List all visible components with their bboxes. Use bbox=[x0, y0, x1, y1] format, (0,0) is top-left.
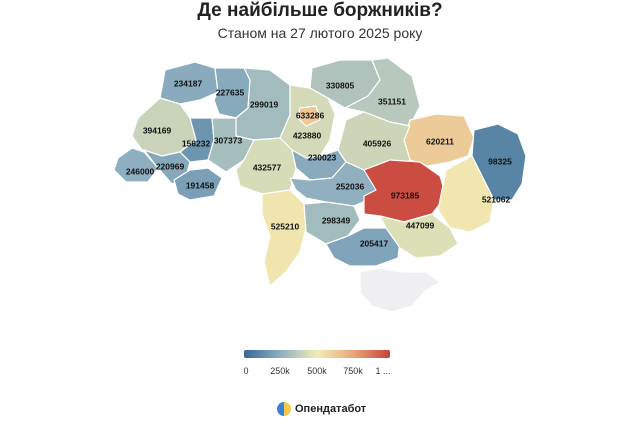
region-value-label: 156232 bbox=[182, 138, 211, 148]
region-kyiv-city[interactable] bbox=[297, 105, 321, 127]
region-value-label: 299019 bbox=[250, 99, 279, 109]
region-value-label: 633286 bbox=[296, 110, 325, 120]
brand-name: Опендатабот bbox=[295, 403, 367, 415]
legend-tick: 500k bbox=[307, 366, 327, 376]
region-odesa[interactable] bbox=[261, 189, 307, 287]
color-legend: 0 250k 500k 750k 1 ... bbox=[240, 350, 400, 380]
region-value-label: 191458 bbox=[186, 180, 215, 190]
region-value-label: 405926 bbox=[363, 138, 392, 148]
region-zakarpattia[interactable] bbox=[113, 147, 159, 183]
legend-tick: 1 ... bbox=[375, 366, 391, 376]
region-value-label: 205417 bbox=[360, 238, 389, 248]
region-value-label: 227635 bbox=[216, 87, 245, 97]
region-poltava[interactable] bbox=[337, 111, 411, 171]
region-value-label: 252036 bbox=[336, 181, 365, 191]
brand-footer: Опендатабот bbox=[277, 401, 366, 417]
region-value-label: 307373 bbox=[214, 135, 243, 145]
region-value-label: 230023 bbox=[308, 152, 337, 162]
chart-subtitle: Станом на 27 лютого 2025 року bbox=[217, 25, 423, 41]
region-value-label: 98325 bbox=[488, 156, 512, 166]
region-ivano-frankivsk[interactable] bbox=[143, 149, 191, 185]
region-value-label: 521062 bbox=[482, 194, 511, 204]
region-value-label: 973185 bbox=[391, 190, 420, 200]
region-value-label: 432577 bbox=[253, 162, 282, 172]
region-value-label: 351151 bbox=[378, 96, 406, 106]
legend-tick: 250k bbox=[270, 366, 290, 376]
region-crimea[interactable] bbox=[359, 267, 441, 313]
region-chernivtsi[interactable] bbox=[173, 167, 223, 201]
region-mykolaiv[interactable] bbox=[303, 201, 361, 245]
legend-color-bar bbox=[244, 350, 390, 358]
legend-tick: 750k bbox=[343, 366, 363, 376]
region-value-label: 447099 bbox=[406, 220, 435, 230]
region-zaporizhzhia[interactable] bbox=[379, 213, 459, 259]
region-value-label: 234187 bbox=[174, 78, 203, 88]
region-value-label: 246000 bbox=[126, 166, 155, 176]
region-value-label: 620211 bbox=[426, 136, 454, 146]
region-donetsk[interactable] bbox=[437, 155, 495, 233]
chart-title: Де найбільше боржників? bbox=[197, 0, 443, 21]
region-value-label: 298349 bbox=[322, 215, 351, 225]
region-volyn[interactable] bbox=[159, 61, 219, 105]
region-value-label: 394169 bbox=[143, 125, 172, 135]
region-value-label: 220969 bbox=[156, 161, 185, 171]
legend-tick: 0 bbox=[243, 366, 249, 376]
opendatabot-logo-icon bbox=[277, 402, 291, 416]
region-value-label: 423880 bbox=[293, 130, 322, 140]
region-value-label: 330805 bbox=[326, 80, 355, 90]
region-kherson[interactable] bbox=[325, 227, 401, 267]
region-value-label: 525210 bbox=[271, 221, 300, 231]
